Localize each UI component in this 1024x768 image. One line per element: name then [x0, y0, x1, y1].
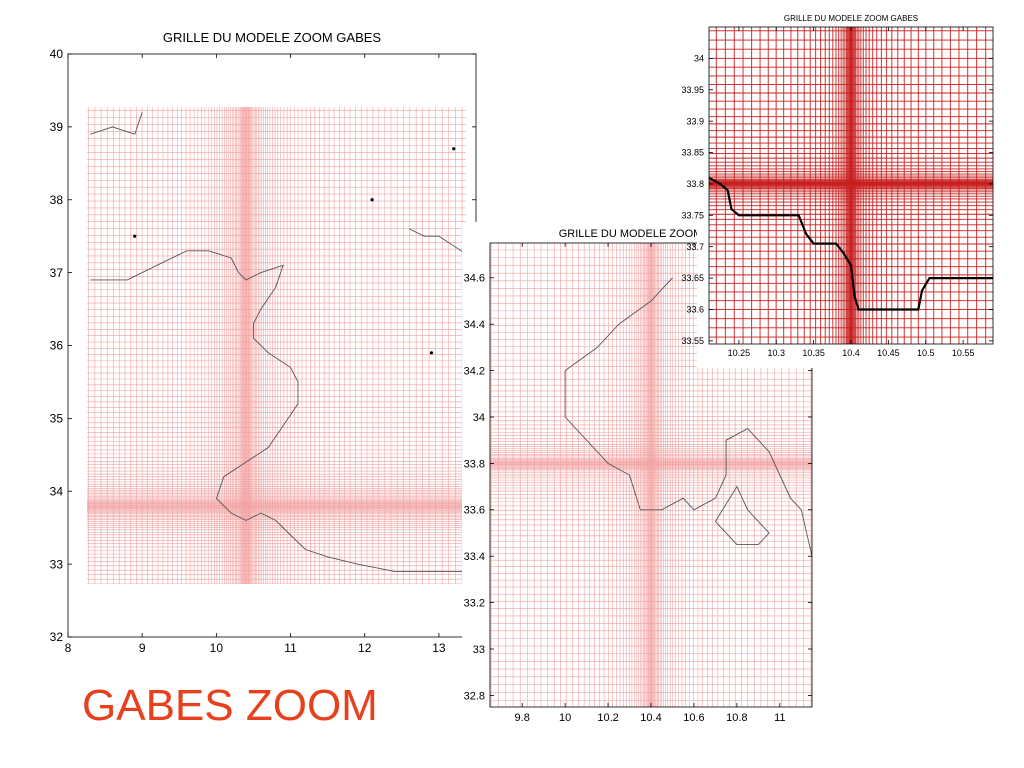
- x-tick-label: 10.2: [597, 712, 618, 724]
- x-tick-label: 10.55: [952, 348, 975, 358]
- x-tick-label: 11: [774, 712, 785, 724]
- x-tick-label: 10: [559, 712, 571, 724]
- y-tick-label: 34: [694, 54, 704, 64]
- y-tick-label: 33.55: [681, 336, 704, 346]
- plot-frame: [67, 53, 477, 638]
- y-tick-label: 33.8: [686, 179, 704, 189]
- y-tick-label: 32.8: [464, 690, 485, 702]
- y-tick-label: 33.4: [464, 551, 485, 563]
- island-point: [429, 351, 434, 355]
- chart-zoom-gabes-large: 8 9 10 11 12 13 32 33 34 35 36 37 38 39 40 GRILLE DU MO…: [50, 30, 477, 655]
- x-tick-label: 10.8: [726, 712, 747, 724]
- y-tick-label: 33.75: [681, 210, 704, 220]
- island-point: [370, 198, 374, 202]
- x-tick-label: 10.45: [877, 348, 900, 358]
- coastline: [708, 176, 993, 311]
- coastline: [90, 250, 469, 572]
- y-tick-label: 37: [50, 266, 64, 280]
- y-tick-label: 33.85: [681, 148, 704, 158]
- y-tick-label: 33.2: [464, 597, 485, 609]
- island-point: [452, 147, 456, 151]
- x-tick-label: 10: [210, 641, 224, 655]
- x-tick-label: 10.4: [640, 712, 661, 724]
- y-tick-label: 33.6: [464, 505, 485, 517]
- x-tick-label: 12: [358, 641, 372, 655]
- y-tick-label: 33.95: [681, 85, 704, 95]
- coastline-east: [409, 228, 469, 259]
- x-tick-label: 10.35: [802, 348, 825, 358]
- y-tick-label: 33.7: [686, 242, 704, 252]
- island-point: [133, 234, 137, 238]
- x-tick-label: 8: [65, 641, 72, 655]
- x-tick-label: 10.5: [917, 348, 935, 358]
- y-tick-label: 40: [50, 47, 64, 61]
- y-tick-label: 32: [50, 630, 64, 644]
- x-tick-label: 11: [284, 641, 297, 655]
- y-tick-label: 34.2: [464, 365, 485, 377]
- y-tick-label: 39: [50, 120, 64, 134]
- y-tick-label: 34.6: [464, 273, 485, 285]
- x-tick-label: 10.6: [683, 712, 704, 724]
- x-tick-label: 10.3: [767, 348, 785, 358]
- chart-title: GRILLE DU MODELE ZOOM GABES: [163, 30, 381, 45]
- island-outline: [715, 485, 770, 546]
- x-tick-label: 13: [432, 641, 446, 655]
- y-tick-label: 34.4: [464, 319, 485, 331]
- y-tick-label: 33.9: [686, 116, 704, 126]
- y-tick-label: 35: [50, 412, 64, 426]
- y-tick-label: 33.8: [464, 458, 485, 470]
- chart-zoom-gabes-detail: 10.25 10.3 10.35 10.4 10.45 10.5 10.55 33.55 33.…: [681, 6, 1024, 368]
- y-tick-label: 36: [50, 339, 64, 353]
- x-tick-label: 9: [139, 641, 146, 655]
- model-grid: [709, 27, 993, 344]
- x-tick-label: 9.8: [515, 712, 530, 724]
- y-tick-label: 33.65: [681, 273, 704, 283]
- coastline-north: [90, 112, 143, 135]
- x-tick-label: 10.25: [728, 348, 751, 358]
- slide-caption: GABES ZOOM: [82, 681, 378, 730]
- y-tick-label: 38: [50, 193, 64, 207]
- chart-title: GRILLE DU MODELE ZOOM GABES: [784, 14, 918, 23]
- coastline: [564, 277, 813, 557]
- y-tick-label: 34: [50, 484, 64, 498]
- x-tick-label: 10.4: [842, 348, 860, 358]
- y-tick-label: 33.6: [686, 305, 704, 315]
- model-grid: [87, 107, 466, 584]
- y-tick-label: 33: [473, 644, 485, 656]
- y-tick-label: 34: [473, 412, 485, 424]
- y-tick-label: 33: [50, 557, 64, 571]
